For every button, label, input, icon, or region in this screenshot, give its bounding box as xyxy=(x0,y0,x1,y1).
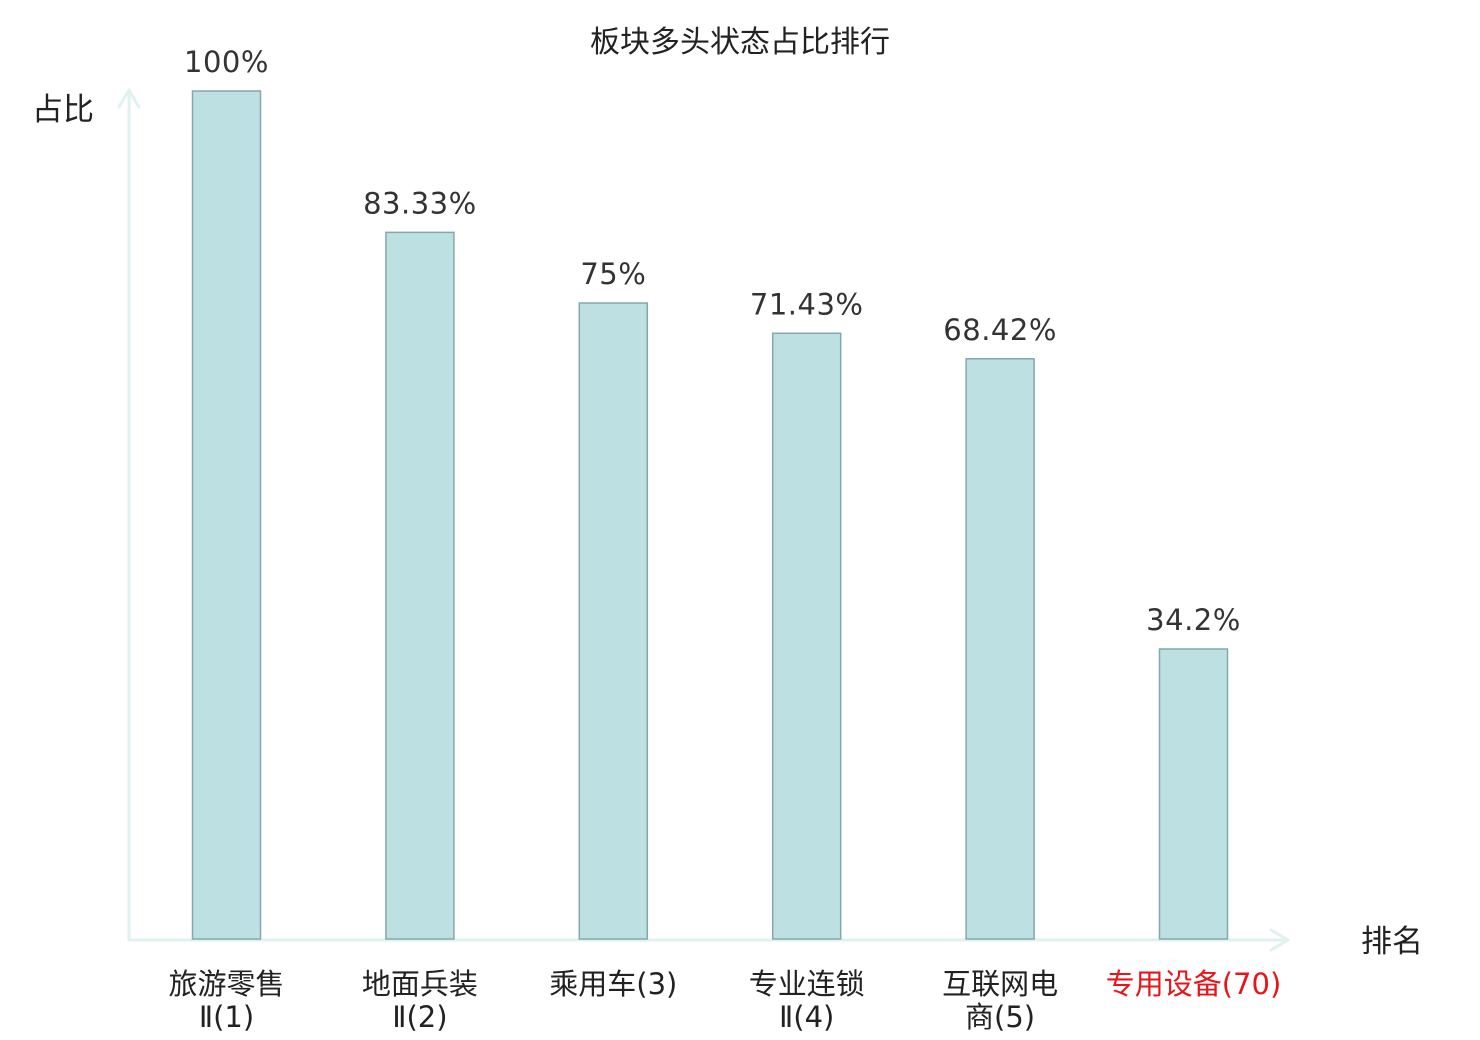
category-label: 商(5) xyxy=(965,1000,1035,1034)
bar xyxy=(965,358,1035,940)
value-label: 71.43% xyxy=(750,287,864,321)
category-label: 乘用车(3) xyxy=(549,967,677,1001)
bar xyxy=(1158,648,1229,940)
bars-group xyxy=(191,90,1229,940)
bar xyxy=(191,90,262,940)
y-axis-arrow-icon xyxy=(117,88,141,109)
category-label: 专业连锁 xyxy=(749,967,865,1001)
category-label: 互联网电 xyxy=(942,967,1058,1001)
bar xyxy=(385,231,455,940)
x-axis-label: 排名 xyxy=(1361,924,1423,960)
value-label: 83.33% xyxy=(363,186,477,220)
category-label: 旅游零售 xyxy=(168,967,284,1001)
chart-title: 板块多头状态占比排行 xyxy=(590,25,890,60)
x-axis-arrow-icon xyxy=(1269,928,1290,952)
bar xyxy=(578,302,649,940)
value-labels-group: 100% 83.33% 75% 71.43% 68.42% 34.2% xyxy=(184,45,1241,637)
value-label: 34.2% xyxy=(1146,603,1241,637)
y-axis-label: 占比 xyxy=(32,92,94,128)
value-label: 100% xyxy=(184,45,269,79)
category-label: Ⅱ(4) xyxy=(779,1000,834,1034)
value-label: 75% xyxy=(580,257,646,291)
category-label: Ⅱ(1) xyxy=(199,1000,254,1034)
category-label: 地面兵装 xyxy=(362,967,478,1001)
value-label: 68.42% xyxy=(943,313,1057,347)
category-label: Ⅱ(2) xyxy=(392,1000,447,1034)
category-label: 专用设备(70) xyxy=(1106,967,1282,1001)
bar xyxy=(771,332,842,940)
